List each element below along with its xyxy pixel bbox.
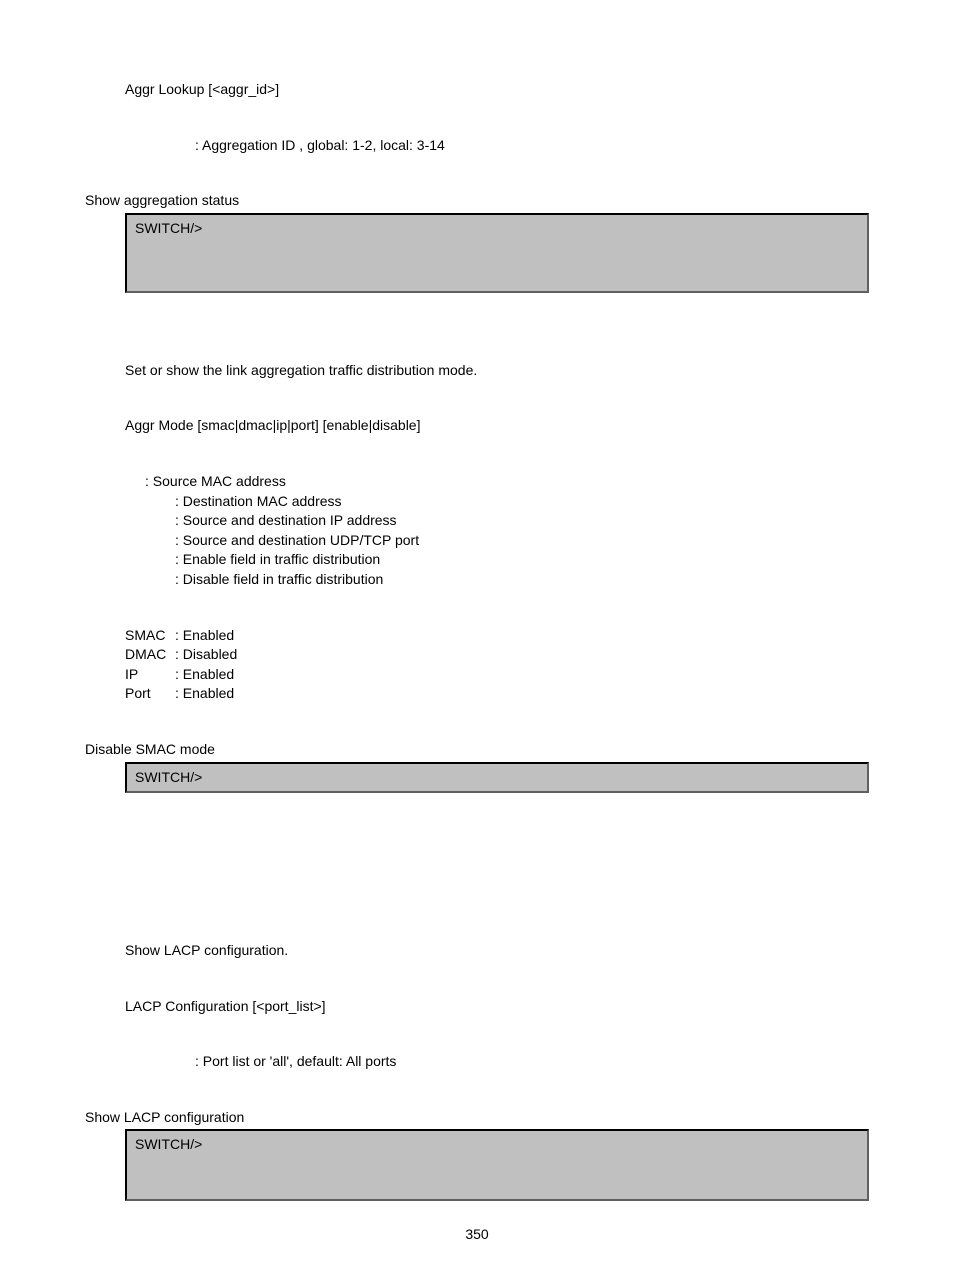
aggr-lookup-code-box: SWITCH/> [125,213,869,293]
prompt-text: SWITCH/> [135,769,202,785]
aggr-mode-params: : Source MAC address : Destination MAC a… [145,472,869,590]
aggr-mode-code-box: SWITCH/> [125,762,869,794]
param-ip: : Source and destination IP address [175,511,869,531]
lacp-config-description: Show LACP configuration. [125,941,869,961]
param-disable: : Disable field in traffic distribution [175,570,869,590]
aggr-lookup-example-label: Show aggregation status [85,191,869,211]
param-port: : Source and destination UDP/TCP port [175,531,869,551]
default-row: Port : Enabled [125,684,869,704]
lacp-config-example-label: Show LACP configuration [85,1108,869,1128]
aggr-lookup-param: : Aggregation ID , global: 1-2, local: 3… [145,136,869,156]
prompt-text: SWITCH/> [135,220,202,236]
aggr-mode-description: Set or show the link aggregation traffic… [125,361,869,381]
lacp-config-code-box: SWITCH/> [125,1129,869,1201]
syntax-text: Aggr Lookup [<aggr_id>] [125,81,279,97]
param-enable: : Enable field in traffic distribution [175,550,869,570]
default-row: IP : Enabled [125,665,869,685]
param-dmac: : Destination MAC address [175,492,869,512]
prompt-text: SWITCH/> [135,1136,202,1152]
lacp-config-syntax: LACP Configuration [<port_list>] [125,997,869,1017]
param-desc: : Port list or 'all', default: All ports [195,1053,396,1069]
aggr-mode-defaults: SMAC : Enabled DMAC : Disabled IP : Enab… [125,626,869,704]
aggr-lookup-syntax: Aggr Lookup [<aggr_id>] [125,80,869,100]
aggr-mode-syntax: Aggr Mode [smac|dmac|ip|port] [enable|di… [125,416,869,436]
default-row: SMAC : Enabled [125,626,869,646]
lacp-config-param: : Port list or 'all', default: All ports [145,1052,869,1072]
page-number: 350 [85,1225,869,1245]
param-smac: : Source MAC address [145,472,869,492]
aggr-mode-example-label: Disable SMAC mode [85,740,869,760]
param-desc: : Aggregation ID , global: 1-2, local: 3… [195,137,445,153]
default-row: DMAC : Disabled [125,645,869,665]
